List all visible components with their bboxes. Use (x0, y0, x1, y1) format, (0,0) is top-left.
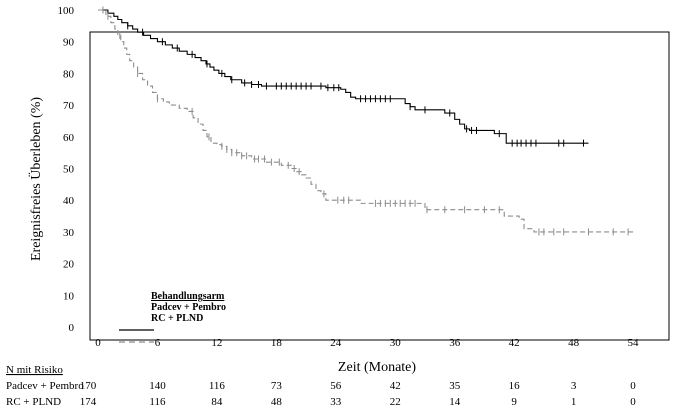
y-tick-label: 60 (63, 132, 75, 144)
y-tick-label: 40 (63, 195, 75, 207)
risk-value: 33 (330, 396, 342, 408)
risk-table: N mit Risiko Padcev + Pembro RC + PLND 1… (6, 364, 636, 408)
risk-value: 14 (449, 396, 461, 408)
y-tick-label: 20 (63, 259, 75, 271)
x-tick-label: 6 (155, 337, 161, 349)
tick-labels: 0 10 20 30 40 50 60 70 80 90 100 0 6 12 18 24 30 36 42 48 54 (58, 5, 640, 349)
legend-entry-rc: RC + PLND (151, 313, 203, 324)
risk-value: 116 (149, 396, 166, 408)
x-tick-label: 48 (568, 337, 580, 349)
y-tick-label: 80 (63, 68, 75, 80)
legend: Behandlungsarm Padcev + Pembro RC + PLND (119, 291, 226, 343)
x-tick-label: 36 (449, 337, 461, 349)
series-curves (98, 6, 634, 236)
risk-value: 116 (209, 380, 226, 392)
y-tick-label: 90 (63, 37, 75, 49)
legend-entry-padcev: Padcev + Pembro (151, 302, 226, 313)
y-tick-label: 0 (69, 322, 75, 334)
x-axis-title: Zeit (Monate) (338, 360, 416, 375)
plot-frame (89, 31, 670, 341)
risk-value: 0 (630, 380, 636, 392)
risk-value: 3 (571, 380, 577, 392)
risk-value: 35 (449, 380, 461, 392)
x-tick-label: 12 (211, 337, 222, 349)
series-line-1 (98, 9, 634, 233)
risk-value: 73 (271, 380, 283, 392)
y-tick-label: 30 (63, 227, 75, 239)
risk-value: 56 (330, 380, 342, 392)
risk-value: 42 (390, 380, 401, 392)
risk-value: 0 (630, 396, 636, 408)
x-tick-label: 30 (390, 337, 402, 349)
risk-value: 9 (511, 396, 517, 408)
risk-value: 84 (211, 396, 223, 408)
risk-value: 170 (80, 380, 97, 392)
x-tick-label: 54 (628, 337, 640, 349)
risk-row-label-rc: RC + PLND (6, 396, 61, 408)
y-tick-label: 100 (58, 5, 75, 17)
y-tick-label: 10 (63, 290, 75, 302)
risk-value: 22 (390, 396, 401, 408)
x-tick-label: 42 (509, 337, 520, 349)
legend-title: Behandlungsarm (151, 291, 225, 302)
x-tick-label: 24 (330, 337, 342, 349)
y-tick-label: 70 (63, 100, 75, 112)
x-tick-label: 18 (271, 337, 283, 349)
risk-value: 16 (509, 380, 521, 392)
risk-value: 140 (149, 380, 166, 392)
risk-row-label-padcev: Padcev + Pembro (6, 380, 84, 392)
risk-table-title: N mit Risiko (6, 364, 63, 376)
risk-value: 174 (80, 396, 97, 408)
x-tick-label: 0 (95, 337, 101, 349)
y-axis-title: Ereignisfreies Überleben (%) (27, 97, 44, 261)
y-tick-label: 50 (63, 164, 75, 176)
risk-value: 48 (271, 396, 283, 408)
risk-value: 1 (571, 396, 577, 408)
axes (89, 31, 670, 341)
series-line-0 (98, 9, 589, 144)
